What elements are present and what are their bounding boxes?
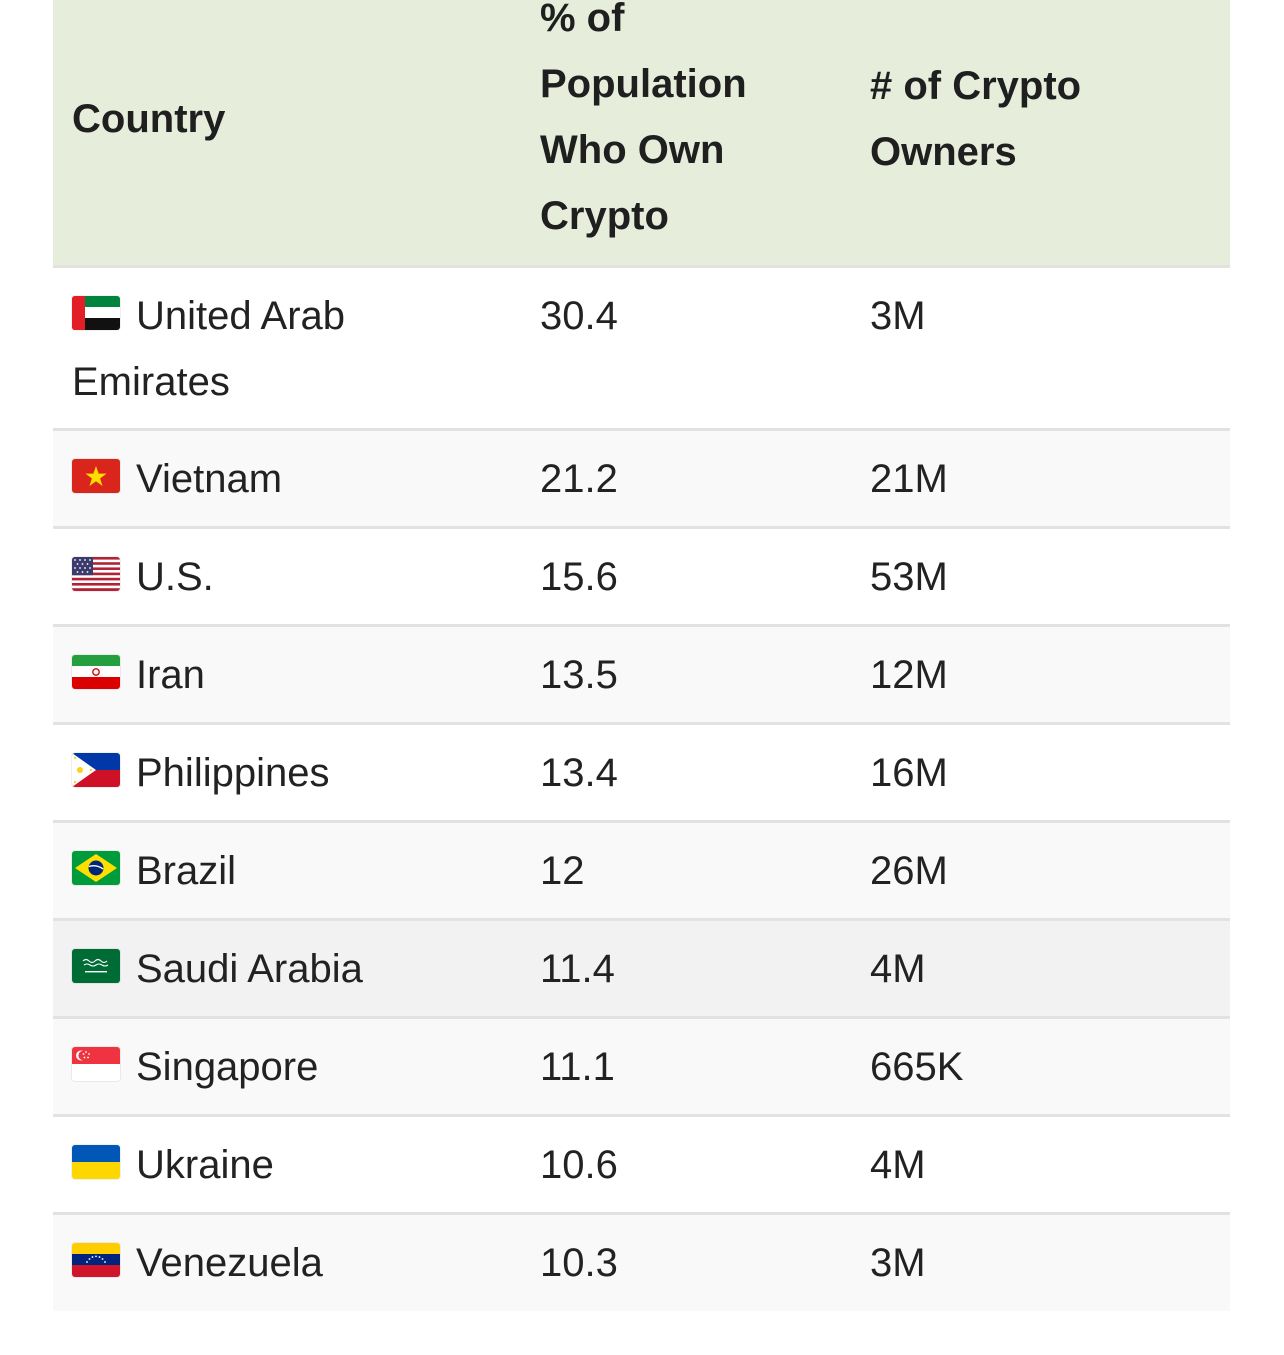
country-cell: Iran <box>53 625 519 723</box>
country-cell: Singapore <box>53 1017 519 1115</box>
singapore-flag-icon <box>72 1046 120 1081</box>
country-cell: Vietnam <box>53 429 519 527</box>
saudi-arabia-flag-icon <box>72 948 120 983</box>
header-percent: % of Population Who Own Crypto <box>519 0 850 266</box>
country-name: Philippines <box>136 750 330 795</box>
owners-cell: 21M <box>870 456 948 501</box>
country-cell: U.S. <box>53 527 519 625</box>
percent-cell: 11.4 <box>540 946 615 991</box>
table-row: Saudi Arabia 11.4 4M <box>53 919 1230 1017</box>
table-row: Venezuela 10.3 3M <box>53 1213 1230 1311</box>
country-cell: Venezuela <box>53 1213 519 1311</box>
table-row: Iran 13.5 12M <box>53 625 1230 723</box>
country-name: Ukraine <box>136 1142 274 1187</box>
iran-flag-icon <box>72 654 120 689</box>
header-percent-label: % of Population Who Own Crypto <box>540 0 747 238</box>
owners-cell: 12M <box>870 652 948 697</box>
owners-cell: 665K <box>870 1044 964 1089</box>
table-row: Ukraine 10.6 4M <box>53 1115 1230 1213</box>
table-row: United Arab Emirates 30.4 3M <box>53 266 1230 429</box>
header-row: Country % of Population Who Own Crypto #… <box>53 0 1230 266</box>
percent-cell: 10.6 <box>540 1142 618 1187</box>
table-row: Brazil 12 26M <box>53 821 1230 919</box>
table-row: Singapore 11.1 665K <box>53 1017 1230 1115</box>
venezuela-flag-icon <box>72 1242 120 1277</box>
percent-cell: 30.4 <box>540 293 618 338</box>
vietnam-flag-icon <box>72 458 120 493</box>
country-name: United Arab Emirates <box>72 293 346 404</box>
owners-cell: 4M <box>870 946 926 991</box>
brazil-flag-icon <box>72 850 120 885</box>
owners-cell: 3M <box>870 293 926 338</box>
us-flag-icon <box>72 556 120 591</box>
percent-cell: 13.4 <box>540 750 618 795</box>
percent-cell: 21.2 <box>540 456 618 501</box>
country-cell: Philippines <box>53 723 519 821</box>
header-owners: # of Crypto Owners <box>870 64 1082 175</box>
owners-cell: 16M <box>870 750 948 795</box>
country-cell: Ukraine <box>53 1115 519 1213</box>
country-name: U.S. <box>136 554 214 599</box>
percent-cell: 15.6 <box>540 554 618 599</box>
philippines-flag-icon <box>72 752 120 787</box>
table-header: Country % of Population Who Own Crypto #… <box>53 0 1230 266</box>
table-row: U.S. 15.6 53M <box>53 527 1230 625</box>
country-name: Vietnam <box>136 456 283 501</box>
percent-cell: 10.3 <box>540 1240 618 1285</box>
owners-cell: 53M <box>870 554 948 599</box>
country-cell: Saudi Arabia <box>53 919 519 1017</box>
table-row: Vietnam 21.2 21M <box>53 429 1230 527</box>
country-name: Brazil <box>136 848 237 893</box>
percent-cell: 12 <box>540 848 585 893</box>
country-name: Venezuela <box>136 1240 323 1285</box>
country-name: Iran <box>136 652 205 697</box>
country-cell: Brazil <box>53 821 519 919</box>
table-body: United Arab Emirates 30.4 3M Vietnam 21.… <box>53 266 1230 1311</box>
uae-flag-icon <box>72 295 120 330</box>
country-cell: United Arab Emirates <box>53 266 519 429</box>
crypto-ownership-table: Country % of Population Who Own Crypto #… <box>53 0 1230 1311</box>
owners-cell: 4M <box>870 1142 926 1187</box>
table-row: Philippines 13.4 16M <box>53 723 1230 821</box>
country-name: Saudi Arabia <box>136 946 363 991</box>
country-name: Singapore <box>136 1044 319 1089</box>
owners-cell: 3M <box>870 1240 926 1285</box>
percent-cell: 13.5 <box>540 652 618 697</box>
percent-cell: 11.1 <box>540 1044 615 1089</box>
owners-cell: 26M <box>870 848 948 893</box>
header-country: Country <box>72 97 226 142</box>
ukraine-flag-icon <box>72 1144 120 1179</box>
